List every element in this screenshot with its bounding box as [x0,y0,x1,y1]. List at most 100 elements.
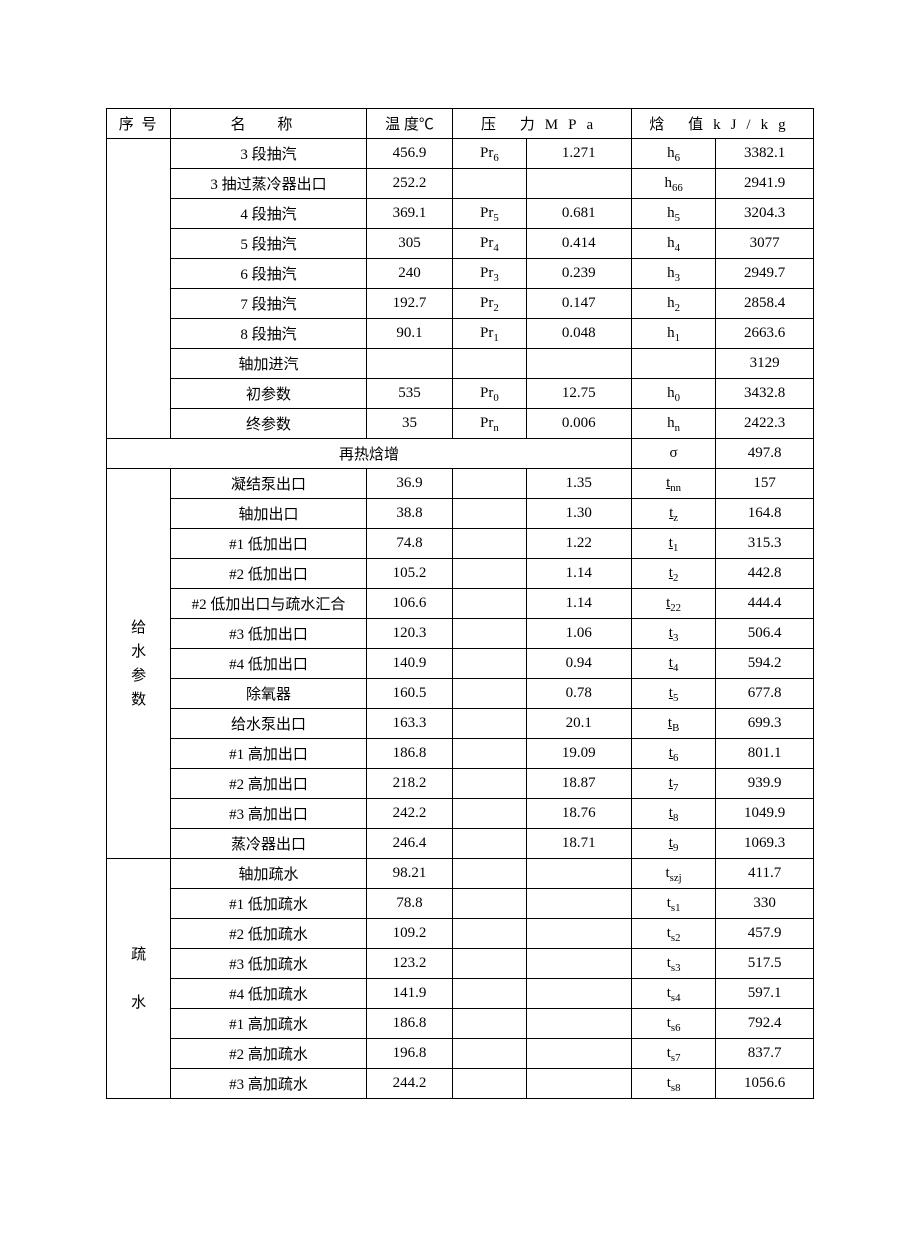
pressure-symbol [453,529,526,559]
table-row: 给水泵出口163.320.1tB699.3 [107,709,814,739]
name-cell: #1 高加出口 [171,739,366,769]
table-row: 5 段抽汽305Pr40.414h43077 [107,229,814,259]
name-cell: #3 低加疏水 [171,949,366,979]
enthalpy-symbol: h66 [631,169,715,199]
pressure-value: 0.239 [526,259,631,289]
pressure-symbol: Pr5 [453,199,526,229]
enthalpy-symbol: t1 [631,529,715,559]
reheat-symbol: σ [631,439,715,469]
temp-cell: 141.9 [366,979,453,1009]
temp-cell: 196.8 [366,1039,453,1069]
section1-label [107,139,171,439]
enthalpy-value: 506.4 [716,619,814,649]
pressure-value: 18.71 [526,829,631,859]
temp-cell: 246.4 [366,829,453,859]
temp-cell: 369.1 [366,199,453,229]
enthalpy-symbol: h2 [631,289,715,319]
section2-label: 给水参数 [107,469,171,859]
header-name: 名 称 [171,109,366,139]
enthalpy-symbol: h5 [631,199,715,229]
name-cell: #2 低加出口与疏水汇合 [171,589,366,619]
temp-cell: 242.2 [366,799,453,829]
name-cell: 轴加疏水 [171,859,366,889]
enthalpy-value: 594.2 [716,649,814,679]
enthalpy-symbol: t8 [631,799,715,829]
temp-cell: 244.2 [366,1069,453,1099]
enthalpy-symbol: ts1 [631,889,715,919]
enthalpy-value: 164.8 [716,499,814,529]
temp-cell: 90.1 [366,319,453,349]
enthalpy-value: 837.7 [716,1039,814,1069]
table-row: #2 高加疏水196.8 ts7837.7 [107,1039,814,1069]
pressure-value: 18.87 [526,769,631,799]
pressure-symbol [453,679,526,709]
pressure-value: 1.22 [526,529,631,559]
enthalpy-symbol: ts4 [631,979,715,1009]
name-cell: 3 抽过蒸冷器出口 [171,169,366,199]
pressure-symbol: Pr0 [453,379,526,409]
enthalpy-value: 939.9 [716,769,814,799]
name-cell: #1 高加疏水 [171,1009,366,1039]
enthalpy-symbol: hn [631,409,715,439]
temp-cell: 74.8 [366,529,453,559]
enthalpy-symbol: h4 [631,229,715,259]
header-temp: 温 度℃ [366,109,453,139]
table-row: 3 抽过蒸冷器出口252.2h662941.9 [107,169,814,199]
pressure-value: 1.271 [526,139,631,169]
pressure-symbol [453,559,526,589]
enthalpy-value: 3129 [716,349,814,379]
pressure-symbol [453,469,526,499]
name-cell: #3 高加疏水 [171,1069,366,1099]
enthalpy-symbol: h0 [631,379,715,409]
table-row: 终参数35Prn0.006hn2422.3 [107,409,814,439]
table-row: 7 段抽汽192.7Pr20.147h22858.4 [107,289,814,319]
table-row: #1 高加出口186.819.09t6801.1 [107,739,814,769]
table-row: 轴加出口38.81.30tz164.8 [107,499,814,529]
header-seq: 序 号 [107,109,171,139]
pressure-symbol: Prn [453,409,526,439]
temp-cell: 186.8 [366,739,453,769]
pressure-value [526,1009,631,1039]
pressure-symbol [453,499,526,529]
enthalpy-symbol: t4 [631,649,715,679]
pressure-symbol [453,769,526,799]
pressure-value: 12.75 [526,379,631,409]
table-row: #2 低加出口与疏水汇合106.61.14t22444.4 [107,589,814,619]
enthalpy-symbol: t2 [631,559,715,589]
table-row: 蒸冷器出口246.418.71t91069.3 [107,829,814,859]
table-row: 4 段抽汽369.1Pr50.681h53204.3 [107,199,814,229]
enthalpy-value: 597.1 [716,979,814,1009]
table-row: 给水参数凝结泵出口36.91.35tnn157 [107,469,814,499]
name-cell: 7 段抽汽 [171,289,366,319]
pressure-value: 1.14 [526,589,631,619]
temp-cell: 38.8 [366,499,453,529]
table-row: #1 低加疏水78.8ts1330 [107,889,814,919]
pressure-value [526,889,631,919]
pressure-symbol: Pr3 [453,259,526,289]
temp-cell: 186.8 [366,1009,453,1039]
enthalpy-symbol: tB [631,709,715,739]
enthalpy-symbol: t5 [631,679,715,709]
table-row: #3 高加疏水244.2ts81056.6 [107,1069,814,1099]
name-cell: #3 低加出口 [171,619,366,649]
enthalpy-value: 444.4 [716,589,814,619]
table-row: 疏水轴加疏水98.21tszj411.7 [107,859,814,889]
temp-cell: 109.2 [366,919,453,949]
table-row: 除氧器160.50.78t5677.8 [107,679,814,709]
name-cell: #2 高加疏水 [171,1039,366,1069]
pressure-value: 1.35 [526,469,631,499]
name-cell: 6 段抽汽 [171,259,366,289]
enthalpy-value: 1049.9 [716,799,814,829]
pressure-value: 19.09 [526,739,631,769]
enthalpy-symbol: ts7 [631,1039,715,1069]
pressure-value [526,349,631,379]
pressure-symbol [453,829,526,859]
pressure-symbol: Pr1 [453,319,526,349]
enthalpy-value: 3382.1 [716,139,814,169]
table-row: #3 低加出口120.31.06t3506.4 [107,619,814,649]
pressure-value: 1.06 [526,619,631,649]
pressure-value: 18.76 [526,799,631,829]
enthalpy-value: 2858.4 [716,289,814,319]
name-cell: 轴加进汽 [171,349,366,379]
enthalpy-symbol [631,349,715,379]
